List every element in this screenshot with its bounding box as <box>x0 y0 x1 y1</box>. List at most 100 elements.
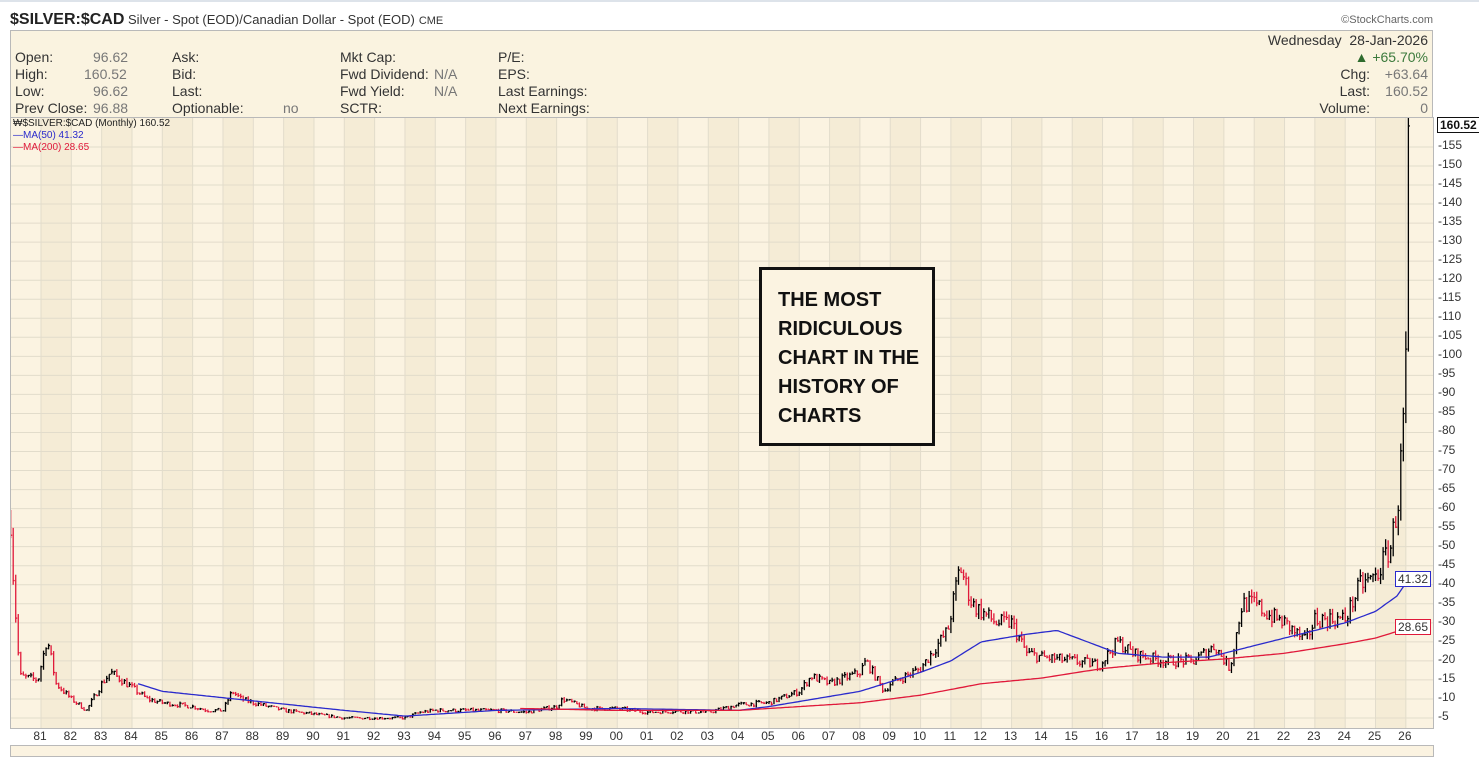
x-tick-label: 95 <box>457 729 472 743</box>
x-tick-label: 90 <box>306 729 320 743</box>
grid-band <box>708 118 739 728</box>
x-tick-label: 08 <box>852 729 866 743</box>
volume-value: 0 <box>1420 100 1428 116</box>
optionable-value: no <box>283 100 299 116</box>
price-plot[interactable] <box>10 117 1434 729</box>
legend-price-text: $SILVER:$CAD (Monthly) 160.52 <box>22 118 171 129</box>
x-tick-label: 01 <box>639 729 654 743</box>
annotation-line: RIDICULOUS <box>778 318 903 340</box>
grid-band <box>1132 118 1164 728</box>
x-tick-label: 12 <box>973 729 987 743</box>
annotation-line: CHART IN THE <box>778 347 920 369</box>
quote-date: Wednesday 28-Jan-2026 <box>1267 32 1428 48</box>
x-tick-label: 04 <box>730 729 745 743</box>
last-earnings-label: Last Earnings: <box>498 83 588 99</box>
y-tick-label: -5 <box>1438 709 1449 723</box>
top-border <box>0 0 1479 2</box>
y-tick-label: -70 <box>1438 461 1456 476</box>
grid-band <box>41 118 72 728</box>
y-tick-label: -30 <box>1438 613 1456 628</box>
y-tick-label: -35 <box>1438 594 1456 609</box>
x-tick-label: 92 <box>366 729 381 743</box>
prev-close-label: Prev Close: <box>15 100 88 116</box>
ohlc-icon: ₩ <box>13 118 23 129</box>
volume-label: Volume: <box>1319 100 1370 116</box>
y-tick-label: -95 <box>1438 366 1456 381</box>
y-tick-label: -130 <box>1438 233 1463 248</box>
grid-band <box>344 118 375 728</box>
y-tick-label: -135 <box>1438 214 1463 229</box>
x-tick-label: 99 <box>579 729 593 743</box>
x-tick-label: 15 <box>1064 729 1078 743</box>
x-tick-label: 81 <box>33 729 47 743</box>
legend-ma200: —MA(200) 28.65 <box>13 142 90 153</box>
x-tick-label: 91 <box>336 729 350 743</box>
x-tick-label: 87 <box>215 729 229 743</box>
y-tick-label: -60 <box>1438 499 1456 514</box>
x-tick-label: 94 <box>427 729 441 743</box>
bid-label: Bid: <box>172 66 197 82</box>
mkt-cap-label: Mkt Cap: <box>340 49 397 65</box>
low-value: 96.62 <box>93 83 129 99</box>
copyright[interactable]: ©StockCharts.com <box>1341 14 1433 26</box>
eps-label: EPS: <box>498 66 530 82</box>
x-tick-label: 20 <box>1216 729 1230 743</box>
ma50-tag: 41.32 <box>1394 570 1431 587</box>
last-price-label: Last: <box>1339 83 1370 99</box>
y-tick-label: -80 <box>1438 423 1456 438</box>
x-tick-label: 24 <box>1337 729 1351 743</box>
y-tick-label: -65 <box>1438 480 1456 495</box>
grid-band <box>283 118 314 728</box>
legend-price: ₩$SILVER:$CAD (Monthly) 160.52 <box>13 118 170 130</box>
annotation-line: CHARTS <box>778 405 862 427</box>
y-tick-label: -120 <box>1438 271 1463 286</box>
description: Silver - Spot (EOD)/Canadian Dollar - Sp… <box>128 12 415 27</box>
x-tick-label: 14 <box>1034 729 1048 743</box>
x-tick-label: 25 <box>1367 729 1382 743</box>
legend-ma50-text: MA(50) 41.32 <box>23 130 84 141</box>
chart-legend: ₩$SILVER:$CAD (Monthly) 160.52 —MA(50) 4… <box>13 118 170 154</box>
grid-band <box>1072 118 1103 728</box>
y-tick-label: -110 <box>1438 309 1462 324</box>
x-tick-label: 06 <box>791 729 805 743</box>
y-tick-label: -10 <box>1438 689 1456 704</box>
y-tick-label: -55 <box>1438 518 1456 533</box>
x-tick-label: 03 <box>700 729 714 743</box>
low-label: Low: <box>15 83 45 99</box>
y-tick-label: -100 <box>1438 347 1463 362</box>
quote-panel: Open: 96.62 High: 160.52 Low: 96.62 Prev… <box>10 30 1433 118</box>
high-value: 160.52 <box>84 66 127 82</box>
y-tick-label: -105 <box>1438 328 1463 343</box>
grid-band <box>222 118 254 728</box>
pct-change-value: +65.70% <box>1372 49 1428 65</box>
up-triangle-icon: ▲ <box>1354 49 1369 65</box>
x-tick-label: 05 <box>761 729 775 743</box>
indicator-panel <box>10 745 1434 757</box>
grid-band <box>404 118 436 728</box>
prev-close-value: 96.88 <box>93 100 129 116</box>
x-tick-label: 89 <box>275 729 290 743</box>
grid-band <box>647 118 678 728</box>
x-tick-label: 21 <box>1246 729 1260 743</box>
x-tick-label: 11 <box>943 729 957 743</box>
y-tick-label: -15 <box>1438 670 1456 685</box>
x-tick-label: 13 <box>1003 729 1018 743</box>
legend-ma200-text: MA(200) 28.65 <box>23 142 90 153</box>
open-value: 96.62 <box>93 49 129 65</box>
x-tick-label: 88 <box>245 729 259 743</box>
grid-band <box>101 118 132 728</box>
x-tick-label: 96 <box>488 729 502 743</box>
y-tick-label: -50 <box>1438 537 1456 552</box>
annotation-line: HISTORY OF <box>778 376 899 398</box>
y-tick-label: -40 <box>1438 575 1456 590</box>
grid-band <box>1314 118 1346 728</box>
high-label: High: <box>15 66 48 82</box>
legend-ma50: —MA(50) 41.32 <box>13 130 84 141</box>
x-tick-label: 17 <box>1125 729 1139 743</box>
grid-band <box>526 118 557 728</box>
y-tick-label: -90 <box>1438 385 1456 400</box>
chg-value: +63.64 <box>1384 66 1428 82</box>
chart-title: $SILVER:$CAD Silver - Spot (EOD)/Canadia… <box>10 11 443 29</box>
x-tick-label: 86 <box>184 729 199 743</box>
y-tick-label: -75 <box>1438 442 1456 457</box>
